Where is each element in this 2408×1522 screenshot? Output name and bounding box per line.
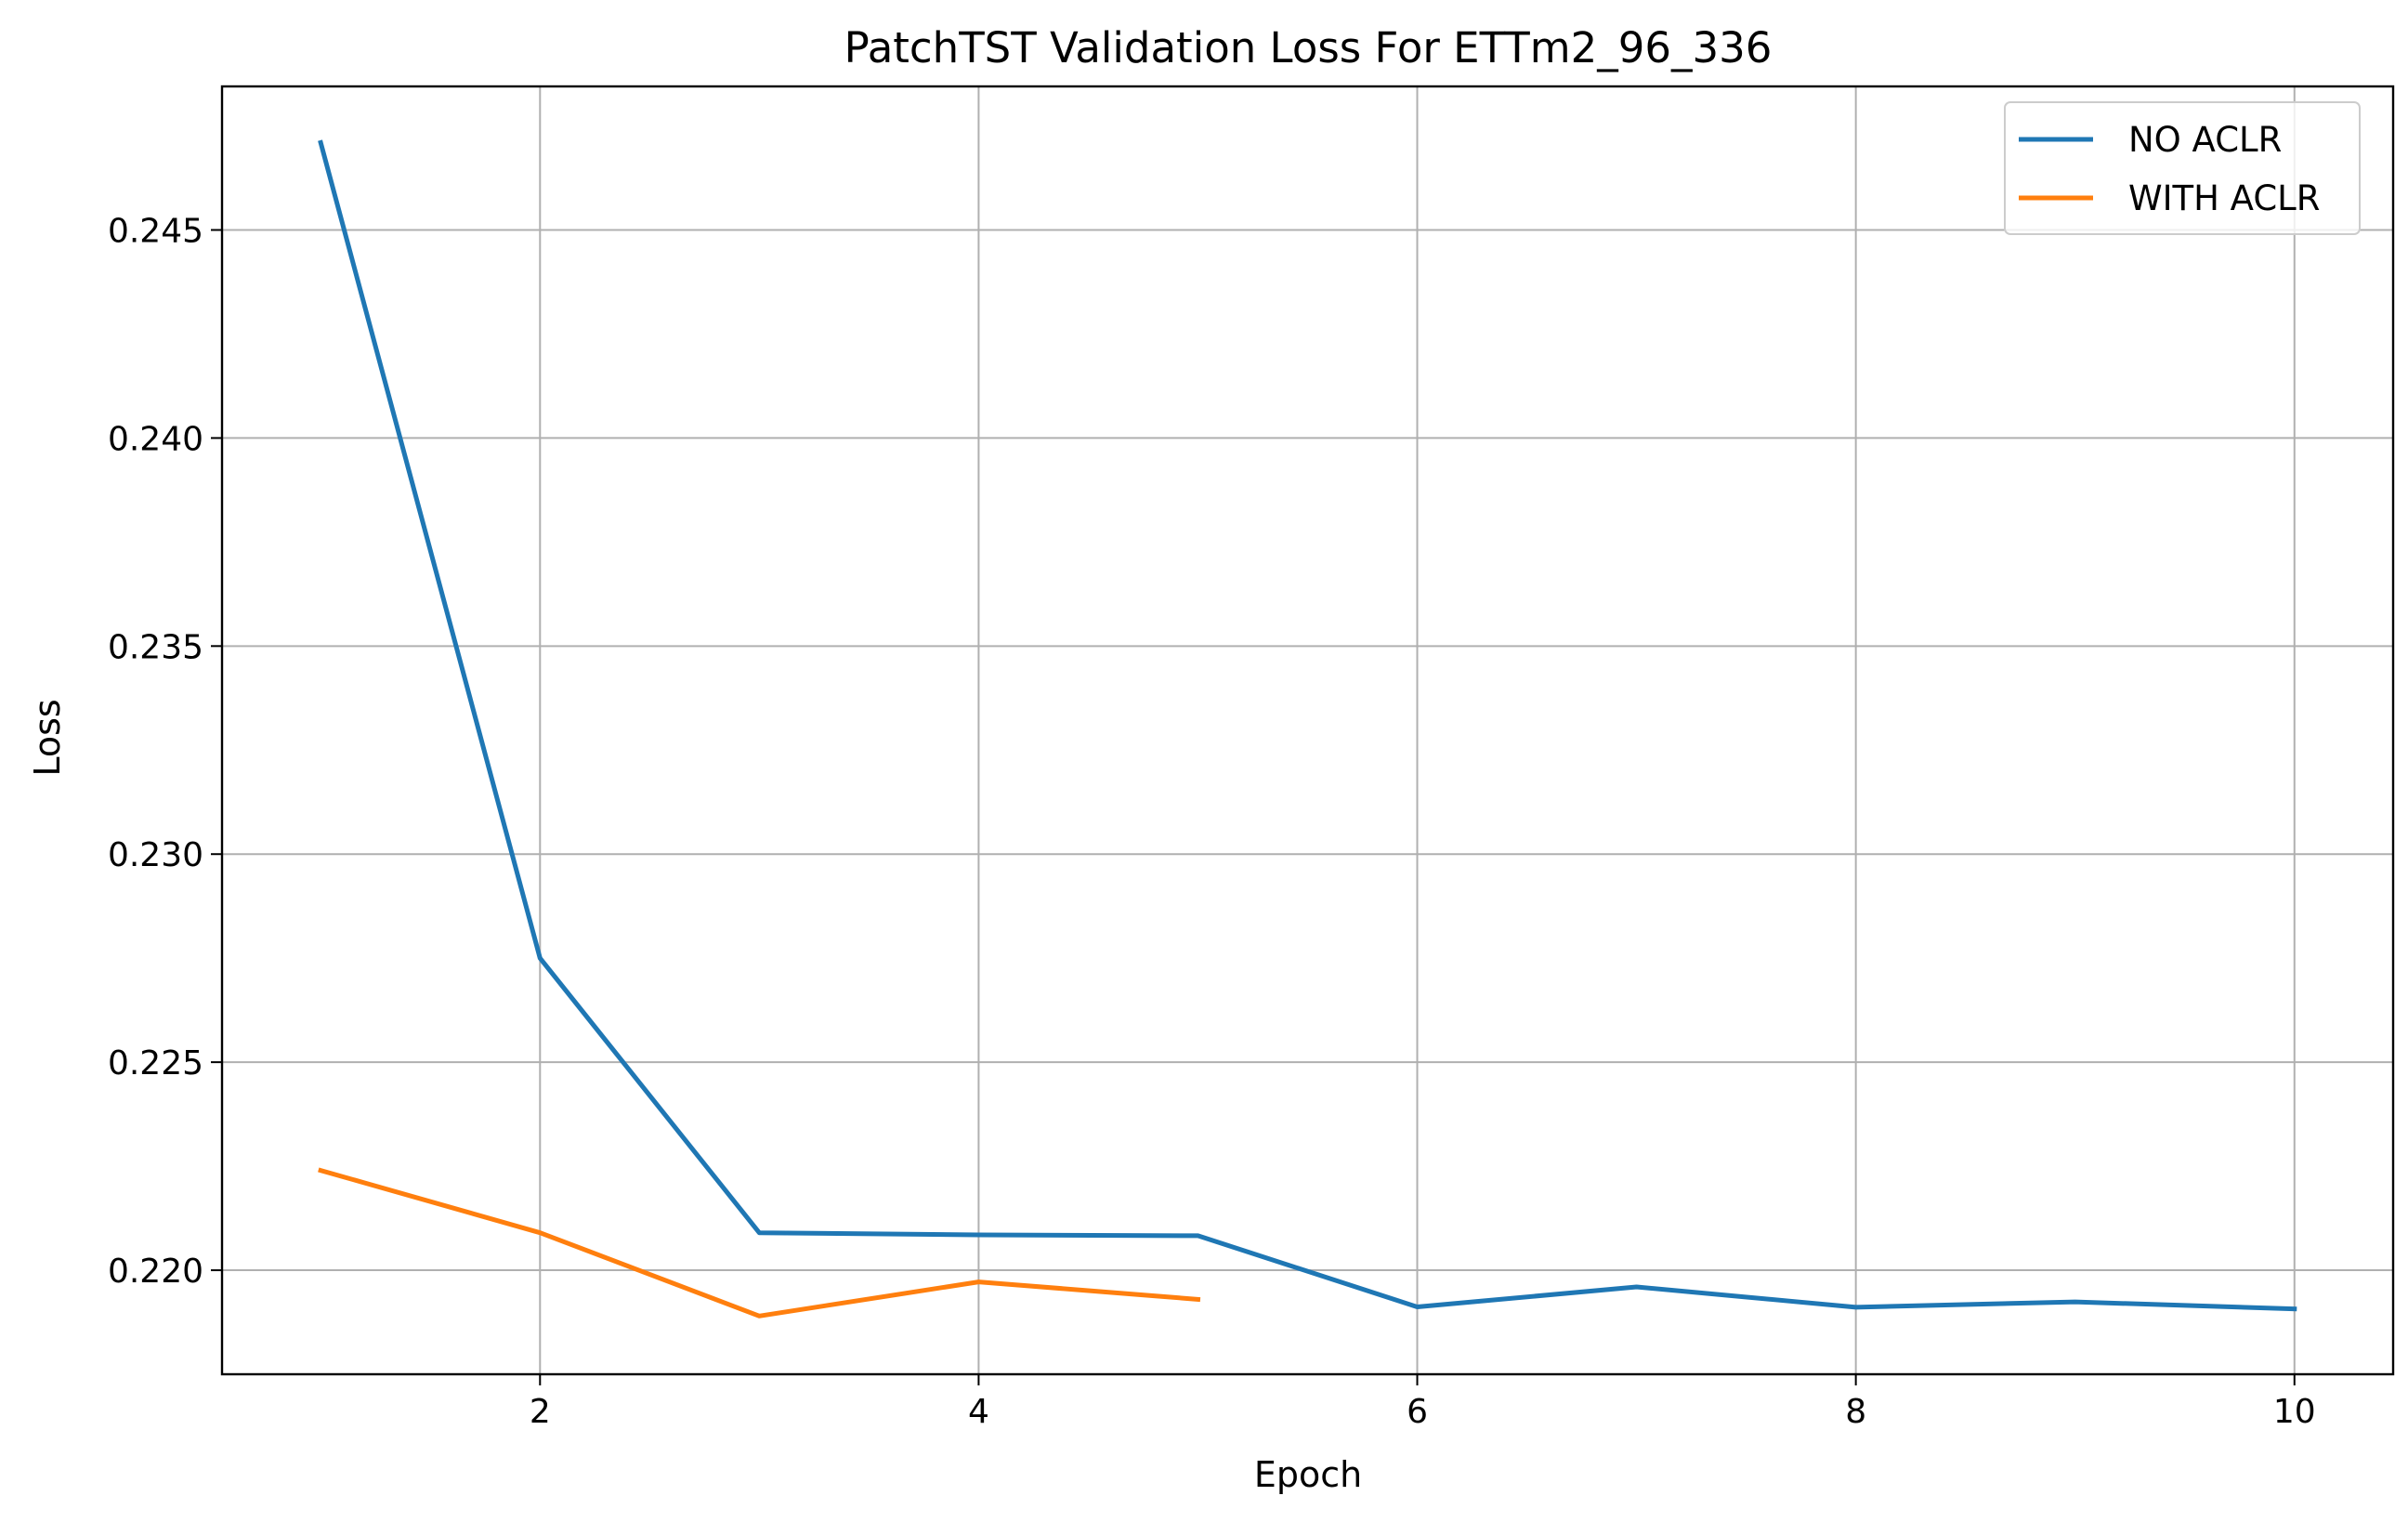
legend-box [2004, 101, 2361, 235]
x-tick-label: 2 [530, 1393, 551, 1431]
y-tick-label: 0.245 [108, 212, 203, 250]
chart-title: PatchTST Validation Loss For ETTm2_96_33… [844, 23, 1773, 72]
plot-area-frame [220, 85, 2395, 1376]
x-tick-label: 8 [1845, 1393, 1866, 1431]
legend: NO ACLR WITH ACLR [2004, 101, 2361, 235]
series-lines [318, 139, 2297, 1319]
y-tick-label: 0.225 [108, 1044, 203, 1082]
y-tick-label: 0.220 [108, 1253, 203, 1291]
series-line-2 [318, 1167, 1201, 1319]
series-line-1 [318, 139, 2297, 1312]
y-tick-label: 0.235 [108, 628, 203, 666]
x-tick-label: 10 [2273, 1393, 2316, 1431]
x-tick-label: 6 [1407, 1393, 1428, 1431]
x-axis-label: Epoch [1254, 1454, 1362, 1495]
legend-label: WITH ACLR [2128, 178, 2321, 218]
y-axis-label: Loss [27, 699, 68, 776]
legend-label: NO ACLR [2128, 120, 2282, 160]
y-tick-label: 0.230 [108, 836, 203, 874]
ticks: 2 4 6 8 10 0.220 0.225 0.230 0.235 0.240 0.245 [108, 212, 2316, 1431]
y-tick-label: 0.240 [108, 420, 203, 458]
x-tick-label: 4 [968, 1393, 989, 1431]
